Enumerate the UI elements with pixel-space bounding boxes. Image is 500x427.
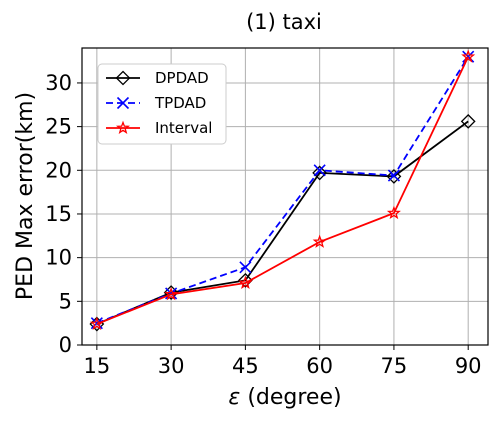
x-tick-label: 15 <box>83 354 110 378</box>
legend-marker <box>115 120 131 134</box>
data-point-interval <box>461 49 476 63</box>
legend-marker <box>116 96 130 110</box>
data-point-interval <box>386 205 401 220</box>
x-tick-label: 90 <box>455 354 482 378</box>
data-point-interval <box>238 275 253 289</box>
legend-item-interval: Interval <box>106 119 212 137</box>
series-layer <box>89 49 476 332</box>
chart-title: (1) taxi <box>246 10 322 34</box>
y-tick-label: 10 <box>45 246 72 270</box>
y-tick-label: 0 <box>59 333 72 357</box>
series-line-dpdad <box>96 120 469 325</box>
data-point-dpdad <box>163 285 179 301</box>
y-tick-label: 5 <box>59 289 72 313</box>
legend-label: DPDAD <box>155 69 209 87</box>
legend: DPDAD TPDAD Interval <box>97 63 227 145</box>
x-tick-label: 45 <box>232 354 259 378</box>
y-axis: 0 5 10 15 20 25 30 <box>45 71 82 357</box>
data-point-dpdad <box>237 272 253 288</box>
data-point-dpdad <box>312 165 328 181</box>
data-point-interval <box>164 286 179 301</box>
x-tick-label: 75 <box>381 354 408 378</box>
data-point-dpdad <box>460 113 476 129</box>
series-interval <box>89 49 476 330</box>
legend-item-dpdad: DPDAD <box>106 69 209 87</box>
y-axis-title: PED Max error(km) <box>13 92 38 300</box>
legend-marker <box>115 70 131 86</box>
data-point-tpdad <box>239 261 252 274</box>
y-tick-label: 25 <box>45 115 72 139</box>
data-point-dpdad <box>386 168 402 184</box>
legend-item-tpdad: TPDAD <box>106 94 206 112</box>
plot-frame <box>81 47 489 346</box>
x-tick-label: 60 <box>306 354 333 378</box>
y-tick-label: 30 <box>45 71 72 95</box>
x-tick-label: 30 <box>158 354 185 378</box>
y-tick-label: 20 <box>45 158 72 182</box>
data-point-tpdad <box>313 164 326 177</box>
legend-label: TPDAD <box>154 94 206 112</box>
legend-box <box>97 63 227 145</box>
y-tick-label: 15 <box>45 202 72 226</box>
x-axis-title: ε (degree) <box>228 385 341 410</box>
legend-label: Interval <box>155 119 212 137</box>
data-point-tpdad <box>387 169 400 182</box>
x-axis: 15 30 45 60 75 90 <box>83 345 482 378</box>
data-point-interval <box>89 316 104 330</box>
data-point-interval <box>312 234 327 248</box>
series-dpdad <box>89 113 476 332</box>
series-line-interval <box>96 56 470 325</box>
